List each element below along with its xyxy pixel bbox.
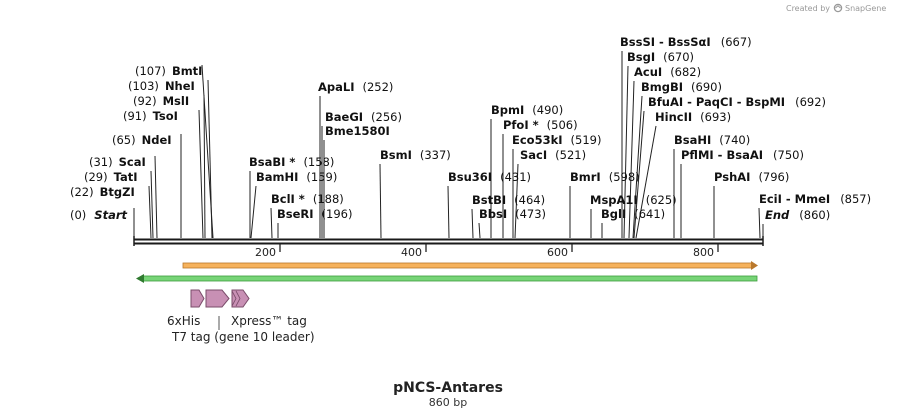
orf-feature-green: [136, 274, 758, 283]
site-leader-line: [447, 185, 450, 239]
ruler-label: 400: [401, 246, 422, 259]
site-label-bpmi: BpmI (490): [491, 103, 563, 117]
site-leader-line: [635, 125, 657, 239]
site-label-bsabi: BsaBI * (158): [249, 155, 334, 169]
site-label-msli: (92) MslI: [133, 94, 189, 108]
site-label-eco53ki: Eco53kI (519): [512, 133, 601, 147]
restriction-site-labels: (0) Start (22) BtgZI (29) TatI (31) ScaI (65…: [70, 35, 871, 222]
site-label-mspa1i: MspA1I (625): [590, 193, 677, 207]
site-leader-line: [632, 95, 643, 239]
xpress-tag-arrow: [231, 289, 250, 308]
site-label-hincii: HincII (693): [655, 110, 731, 124]
site-label-bmri: BmrI (598): [570, 170, 640, 184]
site-label-bfuai: BfuAI - PaqCI - BspMI (692): [648, 95, 826, 109]
site-label-bsssi: BssSI - BssSαI (667): [620, 35, 752, 49]
site-label-bseri: BseRI (196): [277, 207, 352, 221]
site-leader-lines: [133, 51, 764, 239]
dna-backbone: [133, 236, 764, 246]
site-label-pflmi: PflMI - BsaAI (750): [681, 148, 804, 162]
credit-text: Created by: [786, 4, 830, 13]
site-leader-line: [150, 170, 154, 239]
site-leader-line: [250, 185, 257, 239]
site-label-bsu36i: Bsu36I (431): [448, 170, 531, 184]
map-title: pNCS-Antares: [393, 380, 503, 396]
site-leader-line: [478, 222, 481, 239]
site-leader-line: [628, 80, 635, 239]
site-label-bgli: BglI (641): [601, 207, 665, 221]
site-label-pfoi: PfoI * (506): [503, 118, 578, 132]
site-label-ecii: EciI - MmeI (857): [759, 192, 871, 206]
ruler: 200 400 600 800: [255, 244, 719, 259]
site-label-apali: ApaLI (252): [318, 80, 393, 94]
his-tag-arrow: [190, 289, 205, 308]
site-label-tati: (29) TatI: [84, 170, 138, 184]
site-label-bbsi: BbsI (473): [479, 207, 546, 221]
site-label-ndei: (65) NdeI: [112, 133, 172, 147]
site-label-end: End (860): [765, 208, 830, 222]
site-label-bsmi: BsmI (337): [380, 148, 451, 162]
t7-tag-arrow: [205, 289, 230, 308]
map-length: 860 bp: [429, 396, 467, 409]
site-leader-line: [198, 109, 204, 239]
orf-feature-orange: [182, 261, 758, 270]
site-label-start: (0) Start: [70, 208, 128, 222]
site-label-btgzi: (22) BtgZI: [70, 185, 135, 199]
tag-features: [190, 289, 250, 330]
site-leader-line: [201, 64, 214, 239]
site-label-bstbi: BstBI (464): [472, 193, 545, 207]
credit-brand: SnapGene: [845, 4, 886, 13]
site-label-bmgbi: BmgBI (690): [641, 80, 722, 94]
site-label-bcli: BclI * (188): [271, 192, 344, 206]
t7-tag-label: T7 tag (gene 10 leader): [171, 330, 315, 344]
site-leader-line: [471, 208, 474, 239]
site-leader-line: [203, 94, 206, 239]
site-leader-line: [623, 65, 629, 239]
site-leader-line: [270, 207, 273, 239]
ruler-label: 600: [547, 246, 568, 259]
site-label-bme1580i: Bme1580I: [325, 124, 390, 138]
site-label-pshai: PshAI (796): [714, 170, 789, 184]
site-label-bsgi: BsgI (670): [627, 50, 694, 64]
site-label-baegi: BaeGI (256): [325, 110, 402, 124]
snapgene-logo-icon: [833, 3, 843, 13]
site-label-bamhi: BamHI (159): [256, 170, 337, 184]
site-leader-line: [758, 207, 761, 239]
ruler-label: 200: [255, 246, 276, 259]
site-leader-line: [148, 185, 152, 239]
site-leader-line: [514, 163, 519, 239]
site-label-bmti: (107) BmtI: [135, 64, 202, 78]
site-leader-line: [379, 163, 382, 239]
site-label-bsahi: BsaHI (740): [674, 133, 750, 147]
site-label-nhei: (103) NheI: [128, 79, 195, 93]
his-tag-label: 6xHis: [167, 314, 200, 328]
site-label-tsoi: (91) TsoI: [123, 109, 178, 123]
site-leader-line: [154, 155, 158, 239]
site-label-acui: AcuI (682): [634, 65, 701, 79]
site-label-scai: (31) ScaI: [89, 155, 146, 169]
site-leader-line: [633, 110, 645, 239]
ruler-label: 800: [693, 246, 714, 259]
site-label-saci: SacI (521): [520, 148, 586, 162]
xpress-tag-label: Xpress™ tag: [231, 314, 307, 328]
